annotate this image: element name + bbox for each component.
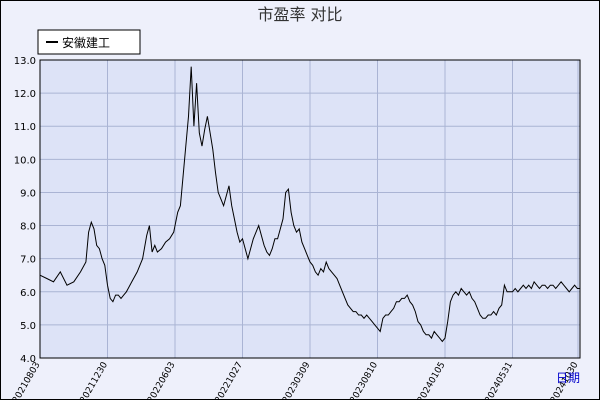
x-tick-label: 20230309 [281, 360, 313, 400]
plot-border [39, 59, 581, 359]
x-axis-label: 日期 [556, 371, 580, 385]
y-tick-label: 7.0 [20, 255, 36, 266]
x-tick-label: 20240105 [416, 361, 448, 400]
legend-label: 安徽建工 [62, 35, 110, 50]
x-tick-label: 20221027 [214, 361, 246, 400]
x-tick-label: 20211230 [79, 360, 111, 400]
x-tick-label: 20210803 [11, 361, 43, 400]
y-tick-label: 13.0 [14, 56, 36, 67]
x-tick-label: 20240531 [484, 361, 516, 400]
y-tick-label: 6.0 [20, 288, 36, 299]
y-tick-label: 11.0 [14, 122, 36, 133]
y-tick-label: 5.0 [20, 321, 36, 332]
y-tick-label: 9.0 [20, 188, 36, 199]
y-tick-label: 12.0 [14, 89, 36, 100]
y-tick-label: 10.0 [14, 155, 36, 166]
x-tick-label: 20220603 [146, 361, 178, 400]
x-tick-label: 20230810 [349, 360, 381, 400]
series-line-anhui-construction [39, 66, 580, 343]
y-tick-label: 4.0 [20, 354, 36, 365]
y-tick-label: 8.0 [20, 222, 36, 233]
chart-title: 市盈率 对比 [257, 5, 342, 24]
